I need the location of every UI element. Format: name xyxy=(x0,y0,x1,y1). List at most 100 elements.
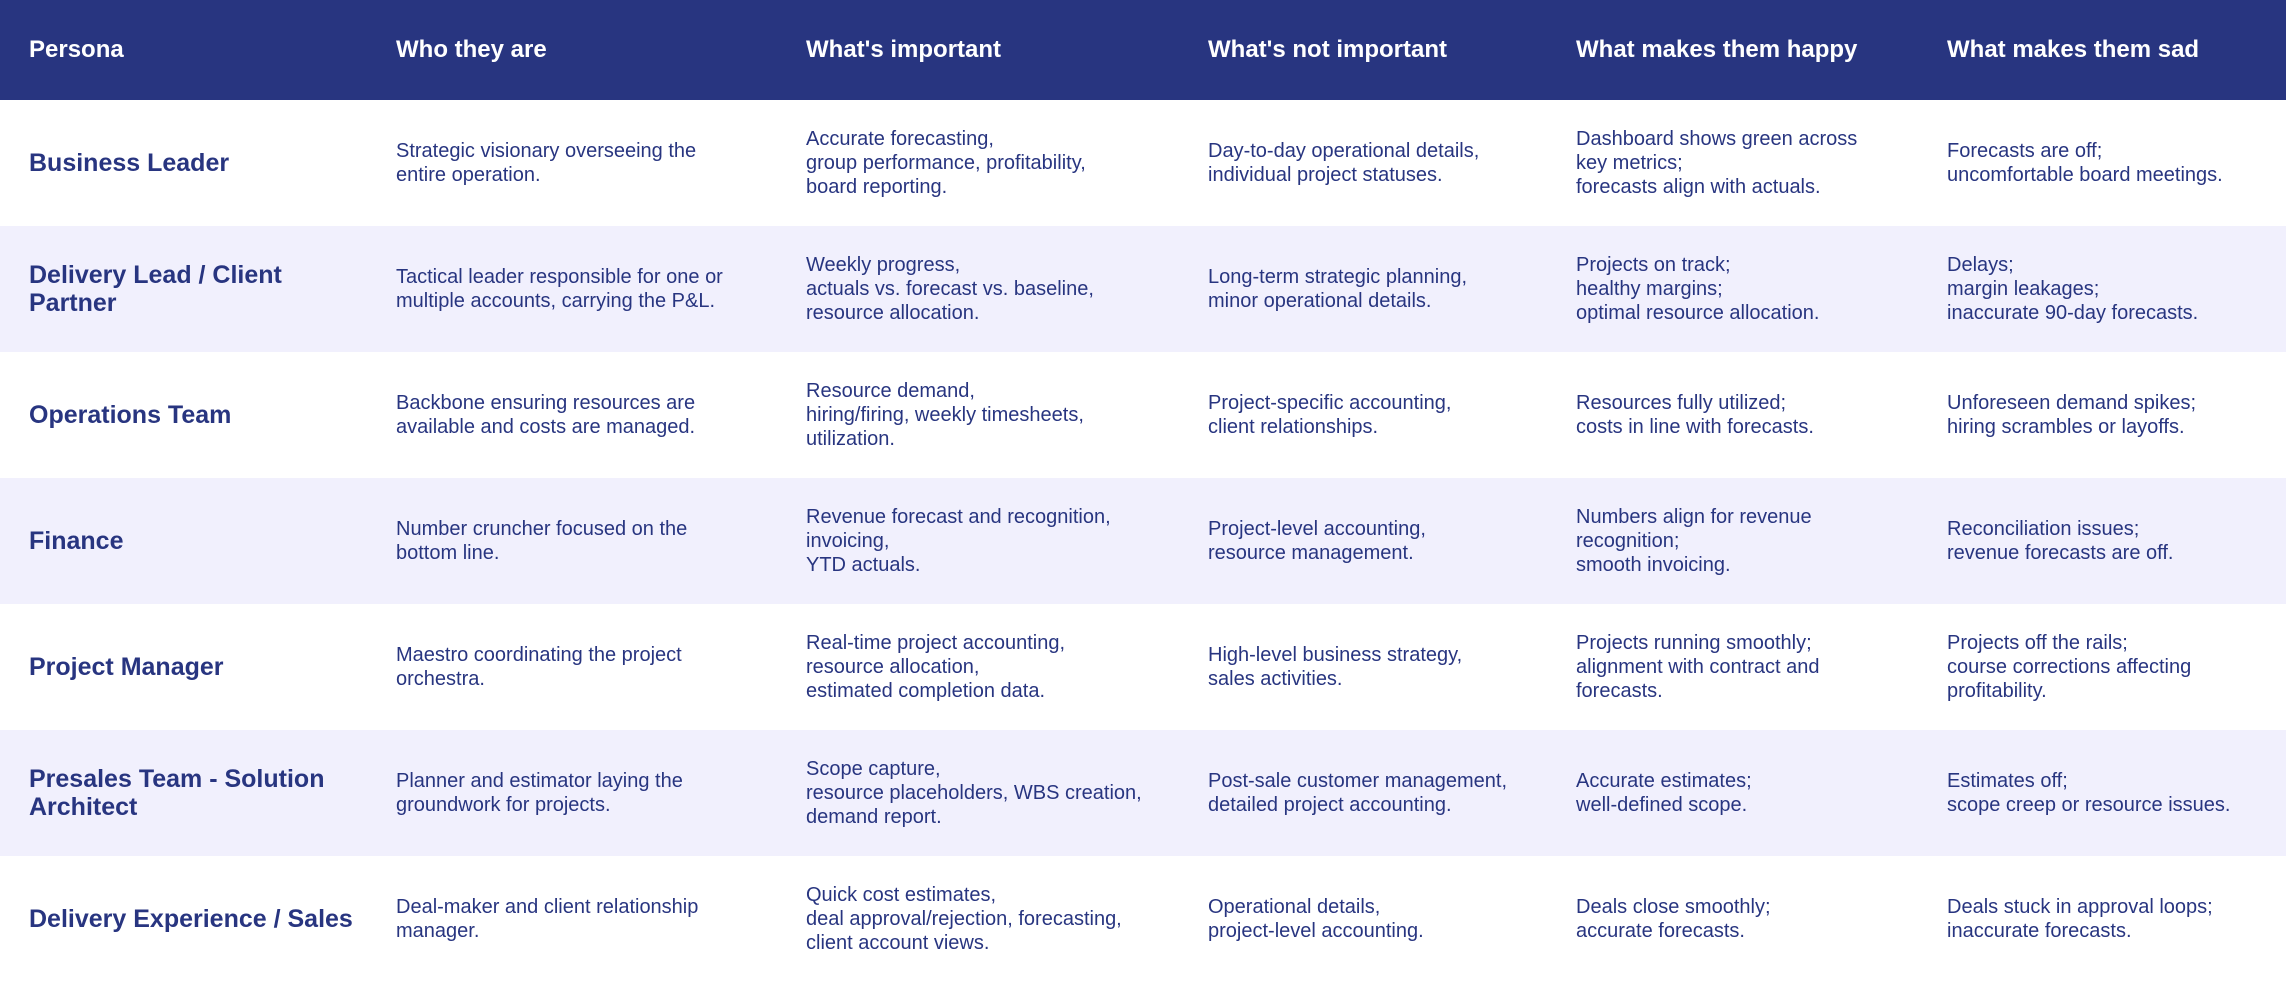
cell-text-line: accurate forecasts. xyxy=(1576,920,1745,942)
cell-text-line: forecasts. xyxy=(1576,680,1663,702)
cell-text-line: Delays; xyxy=(1947,254,2014,276)
who-they-are-cell: Number cruncher focused on the bottom lin… xyxy=(367,478,777,604)
whats-not-important-cell: Project-level accounting, resource manage… xyxy=(1179,478,1547,604)
cell-text-line: Dashboard shows green across xyxy=(1576,128,1858,150)
cell-text-line: course corrections affecting xyxy=(1947,656,2192,678)
cell-text-line: client relationships. xyxy=(1208,416,1379,438)
cell-text-line: resource placeholders, WBS creation, xyxy=(806,782,1142,804)
table-body: Business Leader Strategic visionary overs… xyxy=(0,100,2286,982)
cell-text-line: detailed project accounting. xyxy=(1208,794,1452,816)
cell-text-line: Presales Team - Solution xyxy=(29,765,325,793)
cell-text-line: Delivery Lead / Client xyxy=(29,261,282,289)
makes-them-happy-cell: Deals close smoothly; accurate forecasts. xyxy=(1547,856,1918,982)
cell-text-line: Project-level accounting, xyxy=(1208,518,1426,540)
who-they-are-cell: Maestro coordinating the project orchestr… xyxy=(367,604,777,730)
makes-them-sad-cell: Projects off the rails; course correction… xyxy=(1918,604,2286,730)
cell-text-line: costs in line with forecasts. xyxy=(1576,416,1814,438)
whats-important-cell: Resource demand, hiring/firing, weekly ti… xyxy=(777,352,1179,478)
cell-text-line: groundwork for projects. xyxy=(396,794,611,816)
who-they-are-cell: Tactical leader responsible for one or mu… xyxy=(367,226,777,352)
cell-text-line: well-defined scope. xyxy=(1576,794,1748,816)
header-row: Persona Who they are What's important Wh… xyxy=(0,0,2286,100)
table-row: Business Leader Strategic visionary overs… xyxy=(0,100,2286,226)
cell-text-line: Reconciliation issues; xyxy=(1947,518,2140,540)
cell-text-line: project-level accounting. xyxy=(1208,920,1424,942)
cell-text-line: hiring scrambles or layoffs. xyxy=(1947,416,2185,438)
makes-them-happy-cell: Projects running smoothly; alignment with… xyxy=(1547,604,1918,730)
cell-text-line: estimated completion data. xyxy=(806,680,1046,702)
persona-cell: Project Manager xyxy=(0,604,367,730)
cell-text-line: High-level business strategy, xyxy=(1208,644,1463,666)
cell-text-line: Project Manager xyxy=(29,653,224,681)
cell-text-line: Resource demand, xyxy=(806,380,975,402)
makes-them-sad-cell: Delays; margin leakages; inaccurate 90-day… xyxy=(1918,226,2286,352)
cell-text-line: Delivery Experience / Sales xyxy=(29,905,353,933)
persona-cell: Finance xyxy=(0,478,367,604)
header-persona: Persona xyxy=(29,36,124,63)
cell-text-line: alignment with contract and xyxy=(1576,656,1820,678)
cell-text-line: profitability. xyxy=(1947,680,2047,702)
cell-text-line: orchestra. xyxy=(396,668,485,690)
whats-not-important-cell: Long-term strategic planning, minor opera… xyxy=(1179,226,1547,352)
cell-text-line: Finance xyxy=(29,527,124,555)
persona-cell: Operations Team xyxy=(0,352,367,478)
cell-text-line: Weekly progress, xyxy=(806,254,961,276)
table-row: Presales Team - Solution Architect Planner… xyxy=(0,730,2286,856)
cell-text-line: entire operation. xyxy=(396,164,541,186)
cell-text-line: inaccurate forecasts. xyxy=(1947,920,2132,942)
cell-text-line: Scope capture, xyxy=(806,758,941,780)
cell-text-line: Architect xyxy=(29,793,138,821)
cell-text-line: resource management. xyxy=(1208,542,1414,564)
table-row: Delivery Experience / Sales Deal-maker an… xyxy=(0,856,2286,982)
cell-text-line: demand report. xyxy=(806,806,942,828)
whats-not-important-cell: High-level business strategy, sales activ… xyxy=(1179,604,1547,730)
whats-important-cell: Quick cost estimates, deal approval/rejec… xyxy=(777,856,1179,982)
cell-text-line: inaccurate 90-day forecasts. xyxy=(1947,302,2199,324)
cell-text-line: uncomfortable board meetings. xyxy=(1947,164,2223,186)
cell-text-line: Day-to-day operational details, xyxy=(1208,140,1480,162)
cell-text-line: Accurate forecasting, xyxy=(806,128,994,150)
makes-them-sad-cell: Unforeseen demand spikes; hiring scramble… xyxy=(1918,352,2286,478)
cell-text-line: actuals vs. forecast vs. baseline, xyxy=(806,278,1094,300)
cell-text-line: Partner xyxy=(29,289,117,317)
header-whats-not-important: What's not important xyxy=(1208,36,1448,63)
makes-them-happy-cell: Resources fully utilized; costs in line w… xyxy=(1547,352,1918,478)
makes-them-sad-cell: Estimates off; scope creep or resource is… xyxy=(1918,730,2286,856)
cell-text-line: bottom line. xyxy=(396,542,500,564)
cell-text-line: margin leakages; xyxy=(1947,278,2100,300)
makes-them-happy-cell: Dashboard shows green across key metrics;… xyxy=(1547,100,1918,226)
table-row: Finance Number cruncher focused on the bot… xyxy=(0,478,2286,604)
cell-text-line: Projects off the rails; xyxy=(1947,632,2128,654)
cell-text-line: resource allocation, xyxy=(806,656,980,678)
cell-text-line: Long-term strategic planning, xyxy=(1208,266,1468,288)
cell-text-line: key metrics; xyxy=(1576,152,1683,174)
cell-text-line: Revenue forecast and recognition, xyxy=(806,506,1111,528)
makes-them-sad-cell: Reconciliation issues; revenue forecasts … xyxy=(1918,478,2286,604)
cell-text-line: Projects running smoothly; xyxy=(1576,632,1812,654)
persona-cell: Delivery Experience / Sales xyxy=(0,856,367,982)
whats-not-important-cell: Post-sale customer management, detailed p… xyxy=(1179,730,1547,856)
header-who-they-are: Who they are xyxy=(396,36,547,63)
cell-text-line: forecasts align with actuals. xyxy=(1576,176,1821,198)
table-row: Project Manager Maestro coordinating the … xyxy=(0,604,2286,730)
cell-text-line: Tactical leader responsible for one or xyxy=(396,266,723,288)
whats-important-cell: Accurate forecasting, group performance, … xyxy=(777,100,1179,226)
cell-text-line: multiple accounts, carrying the P&L. xyxy=(396,290,716,312)
cell-text-line: hiring/firing, weekly timesheets, xyxy=(806,404,1084,426)
makes-them-happy-cell: Projects on track; healthy margins; optima… xyxy=(1547,226,1918,352)
cell-text-line: Accurate estimates; xyxy=(1576,770,1752,792)
cell-text-line: sales activities. xyxy=(1208,668,1343,690)
table-row: Delivery Lead / Client Partner Tactical le… xyxy=(0,226,2286,352)
cell-text-line: Numbers align for revenue xyxy=(1576,506,1812,528)
makes-them-sad-cell: Forecasts are off; uncomfortable board me… xyxy=(1918,100,2286,226)
cell-text-line: Resources fully utilized; xyxy=(1576,392,1787,414)
whats-not-important-cell: Day-to-day operational details, individua… xyxy=(1179,100,1547,226)
makes-them-happy-cell: Accurate estimates; well-defined scope. xyxy=(1547,730,1918,856)
persona-cell: Delivery Lead / Client Partner xyxy=(0,226,367,352)
cell-text-line: Business Leader xyxy=(29,149,230,177)
who-they-are-cell: Planner and estimator laying the groundwo… xyxy=(367,730,777,856)
cell-text-line: client account views. xyxy=(806,932,990,954)
cell-text-line: YTD actuals. xyxy=(806,554,921,576)
cell-text-line: optimal resource allocation. xyxy=(1576,302,1820,324)
